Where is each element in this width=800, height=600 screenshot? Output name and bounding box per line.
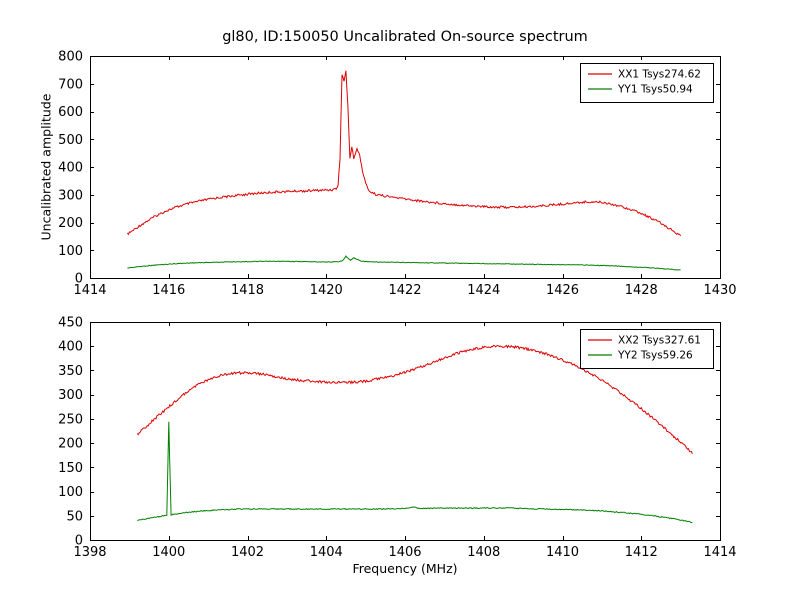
series-line-xx1 (126, 70, 682, 237)
y-tick-label: 100 (58, 244, 83, 259)
x-tick-label: 1422 (388, 283, 421, 298)
y-tick-label: 400 (58, 340, 83, 355)
x-tick-label: 1430 (703, 283, 736, 298)
x-tick-label: 1418 (231, 283, 264, 298)
x-tick-label: 1424 (467, 283, 500, 298)
x-tick-label: 1426 (546, 283, 579, 298)
y-tick-label: 200 (58, 216, 83, 231)
y-tick-label: 800 (58, 50, 83, 65)
y-tick-label: 250 (58, 412, 83, 427)
legend-box (580, 63, 714, 103)
y-tick-label: 100 (58, 485, 83, 500)
x-tick-label: 1414 (703, 545, 736, 560)
x-tick-label: 1402 (231, 545, 264, 560)
legend-label: YY1 Tsys50.94 (617, 84, 693, 96)
x-tick-label: 1412 (625, 545, 658, 560)
x-tick-label: 1414 (73, 283, 106, 298)
legend-box (580, 329, 714, 369)
x-tick-label: 1416 (152, 283, 185, 298)
y-tick-label: 150 (58, 461, 83, 476)
x-tick-label: 1428 (625, 283, 658, 298)
legend-label: XX2 Tsys327.61 (618, 335, 701, 347)
y-tick-label: 0 (75, 534, 83, 549)
y-tick-label: 200 (58, 437, 83, 452)
y-tick-label: 350 (58, 364, 83, 379)
figure-title: gl80, ID:150050 Uncalibrated On-source s… (222, 29, 588, 45)
x-axis-label: Frequency (MHz) (352, 561, 458, 576)
y-tick-label: 600 (58, 105, 83, 120)
y-tick-label: 300 (58, 388, 83, 403)
x-tick-label: 1408 (467, 545, 500, 560)
x-tick-label: 1400 (152, 545, 185, 560)
y-tick-label: 700 (58, 77, 83, 92)
legend-label: YY2 Tsys59.26 (617, 350, 693, 362)
x-tick-label: 1404 (310, 545, 343, 560)
y-tick-label: 450 (58, 316, 83, 331)
x-tick-label: 1420 (310, 283, 343, 298)
y-tick-label: 0 (75, 272, 83, 287)
series-line-xx2 (136, 344, 693, 454)
series-line-yy2 (137, 421, 693, 524)
series-line-yy1 (127, 255, 681, 271)
x-tick-label: 1398 (73, 545, 106, 560)
legend-label: XX1 Tsys274.62 (618, 69, 701, 81)
x-tick-label: 1406 (388, 545, 421, 560)
y-tick-label: 400 (58, 161, 83, 176)
y-tick-label: 50 (66, 509, 83, 524)
x-tick-label: 1410 (546, 545, 579, 560)
y-tick-label: 300 (58, 188, 83, 203)
y-tick-label: 500 (58, 133, 83, 148)
